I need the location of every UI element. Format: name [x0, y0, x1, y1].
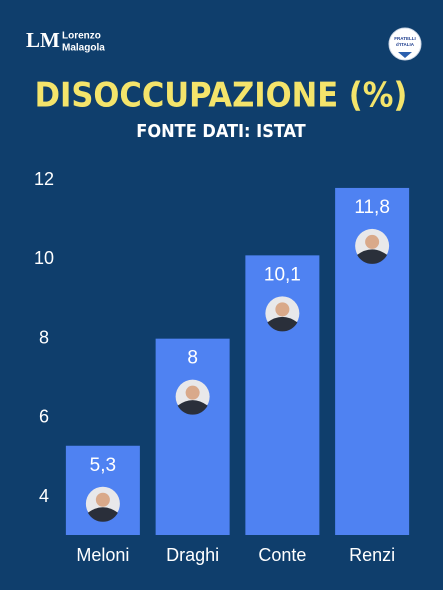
chart-subtitle: FONTE DATI: ISTAT — [136, 121, 305, 142]
x-tick-label: Conte — [258, 545, 306, 565]
logo-mark: LM — [26, 28, 60, 52]
portrait-body — [177, 400, 208, 415]
logo-name: Lorenzo — [62, 31, 101, 42]
logo-name: Malagola — [62, 43, 105, 54]
y-tick-label: 6 — [39, 407, 49, 427]
value-label: 10,1 — [264, 264, 301, 285]
x-tick-label: Meloni — [76, 545, 129, 565]
portrait-face — [95, 492, 110, 507]
y-tick-label: 4 — [39, 486, 49, 506]
portrait-body — [267, 316, 298, 332]
portrait-body — [357, 249, 388, 264]
x-tick-label: Renzi — [349, 545, 395, 565]
portrait-face — [275, 302, 290, 317]
y-tick-label: 12 — [34, 169, 54, 189]
badge-flame — [398, 52, 412, 58]
badge-text: FRATELLI — [394, 36, 415, 41]
y-tick-label: 8 — [39, 327, 49, 347]
badge — [388, 27, 422, 61]
value-label: 11,8 — [354, 197, 390, 218]
chart-title: DISOCCUPAZIONE (%) — [35, 76, 408, 116]
badge-text: d'ITALIA — [396, 42, 415, 47]
portrait-face — [365, 234, 380, 249]
x-tick-label: Draghi — [166, 545, 219, 565]
portrait-body — [87, 507, 118, 522]
y-tick-label: 10 — [34, 248, 54, 268]
portrait-face — [185, 385, 200, 400]
bar — [155, 338, 230, 535]
value-label: 8 — [187, 348, 198, 369]
value-label: 5,3 — [90, 455, 116, 476]
